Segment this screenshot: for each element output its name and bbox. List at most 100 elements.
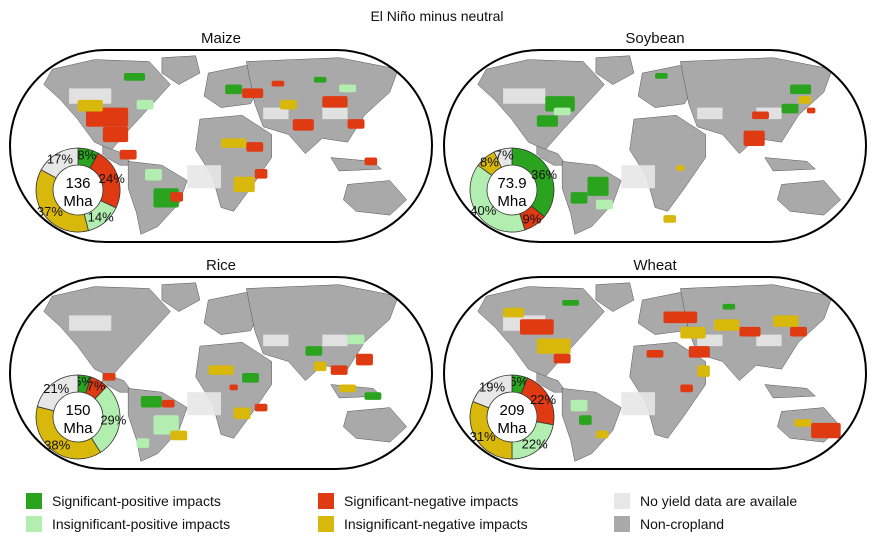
- no-data-area: [187, 165, 221, 189]
- no-data-area: [69, 315, 112, 331]
- legend-swatch: [614, 493, 630, 509]
- legend-label: Non-cropland: [640, 516, 725, 532]
- no-data-area: [503, 88, 546, 104]
- crop-patch-insig-neg: [697, 365, 710, 377]
- crop-patch-insig-neg: [714, 319, 740, 331]
- crop-patch-insig-neg: [170, 430, 188, 441]
- landmass: [629, 115, 706, 212]
- crop-patch-insig-neg: [339, 384, 357, 393]
- no-data-area: [263, 334, 289, 347]
- crop-patch-sig-neg: [246, 142, 264, 152]
- landmass: [764, 384, 816, 399]
- donut-slice-no-data: [40, 147, 79, 179]
- no-data-area: [756, 107, 782, 120]
- landmass: [764, 157, 816, 172]
- crop-patch-insig-neg: [233, 407, 251, 420]
- panel-title: Wheat: [633, 257, 677, 274]
- crop-patch-insig-pos: [136, 99, 154, 110]
- crop-patch-insig-neg: [798, 96, 812, 104]
- landmass: [343, 180, 408, 216]
- donut-slice-no-data: [493, 147, 513, 168]
- panel-wheat: 6% 22% 22% 31% 19% 209 Mha Wheat: [440, 257, 870, 497]
- legend-label: Insignificant-positive impacts: [52, 516, 231, 532]
- no-data-area: [621, 392, 655, 416]
- map-frame: [9, 276, 433, 470]
- landmass: [680, 57, 833, 155]
- panel-soybean: 36% 9% 40% 8% 7% 73.9 Mha Soybean: [440, 30, 870, 270]
- crop-patch-sig-neg: [553, 353, 571, 364]
- panel-title: Soybean: [625, 30, 685, 47]
- crop-patch-sig-neg: [271, 80, 285, 87]
- crop-patch-sig-neg: [739, 326, 761, 337]
- crop-patch-sig-pos: [579, 415, 592, 425]
- crop-patch-sig-neg: [752, 111, 769, 120]
- legend-item-sig-neg: Significant-negative impacts: [318, 493, 518, 509]
- donut-slice-no-data: [472, 374, 513, 409]
- crop-patch-insig-neg: [221, 138, 247, 148]
- no-data-area: [187, 392, 221, 416]
- donut-label: 14%: [88, 209, 114, 224]
- crop-patch-sig-pos: [655, 73, 668, 79]
- crop-patch-insig-pos: [145, 169, 162, 181]
- landmass: [595, 282, 635, 312]
- no-data-area: [756, 334, 782, 347]
- legend-label: Significant-positive impacts: [52, 493, 221, 509]
- crop-patch-sig-neg: [102, 373, 116, 381]
- donut-label: 19%: [479, 380, 505, 395]
- crop-patch-sig-neg: [322, 96, 348, 108]
- donut-label: 22%: [530, 392, 556, 407]
- crop-patch-insig-pos: [570, 399, 588, 412]
- legend-swatch: [318, 493, 334, 509]
- donut-label: 22%: [522, 436, 548, 451]
- crop-patch-insig-pos: [595, 199, 613, 210]
- figure-title: El Niño minus neutral: [370, 8, 504, 24]
- crop-patch-sig-neg: [364, 157, 378, 166]
- donut-label: 7%: [495, 147, 514, 162]
- no-data-area: [697, 107, 723, 120]
- crop-patch-sig-pos: [781, 103, 799, 114]
- crop-patch-insig-neg: [595, 430, 609, 439]
- legend-item-non-crop: Non-cropland: [614, 516, 724, 532]
- crop-patch-insig-neg: [680, 326, 706, 339]
- legend-item-insig-pos: Insignificant-positive impacts: [26, 516, 230, 532]
- no-data-area: [697, 334, 723, 347]
- crop-patch-sig-pos: [123, 73, 146, 81]
- crop-patch-insig-neg: [77, 99, 103, 112]
- donut-label: 8%: [480, 155, 499, 170]
- donut-label: 31%: [470, 429, 496, 444]
- donut-label: 24%: [99, 171, 125, 186]
- crop-patch-sig-pos: [313, 76, 327, 83]
- map-frame: [443, 276, 867, 470]
- crop-patch-sig-neg: [229, 384, 238, 391]
- legend-label: Insignificant-negative impacts: [344, 516, 528, 532]
- crop-patch-insig-neg: [663, 215, 677, 223]
- legend-item-sig-pos: Significant-positive impacts: [26, 493, 221, 509]
- crop-patch-sig-neg: [254, 403, 268, 412]
- landmass: [246, 57, 399, 155]
- donut-label: 37%: [37, 204, 63, 219]
- crop-patch-insig-neg: [233, 176, 255, 193]
- donut-label: 9%: [523, 211, 542, 226]
- crop-patch-insig-neg: [536, 338, 571, 354]
- landmass: [536, 372, 567, 393]
- crop-patch-sig-pos: [305, 346, 323, 356]
- crop-patch-insig-neg: [280, 99, 297, 110]
- landmass: [330, 157, 382, 172]
- legend: Significant-positive impacts Insignifica…: [0, 488, 874, 548]
- donut-area-unit: Mha: [63, 193, 93, 210]
- map-frame: [9, 49, 433, 243]
- crop-patch-sig-neg: [519, 319, 554, 335]
- crop-patch-sig-neg: [356, 353, 373, 366]
- no-data-area: [621, 165, 655, 189]
- no-data-area: [263, 107, 289, 120]
- crop-patch-sig-neg: [102, 126, 129, 143]
- donut-area-value: 73.9: [497, 175, 526, 192]
- crop-patch-sig-pos: [536, 115, 558, 127]
- no-data-area: [322, 334, 348, 347]
- crop-patch-sig-pos: [570, 192, 588, 204]
- crop-patch-sig-neg: [646, 349, 664, 358]
